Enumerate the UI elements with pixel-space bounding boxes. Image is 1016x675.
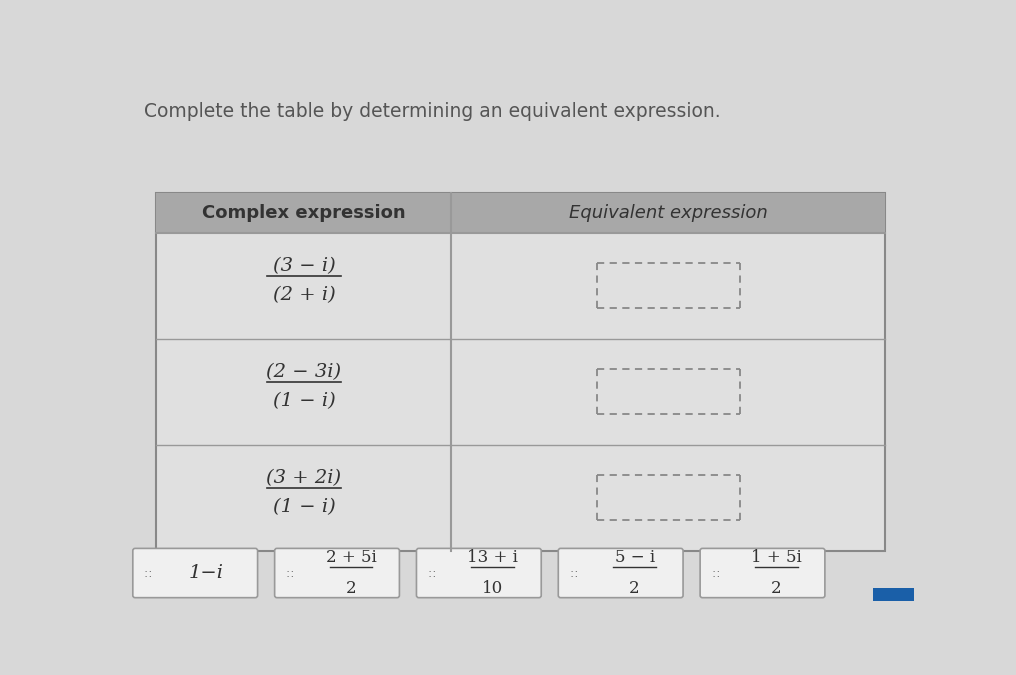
- FancyBboxPatch shape: [417, 548, 542, 597]
- FancyBboxPatch shape: [156, 192, 885, 551]
- Text: 10: 10: [483, 580, 503, 597]
- FancyBboxPatch shape: [451, 192, 885, 233]
- FancyBboxPatch shape: [700, 548, 825, 597]
- Text: 2: 2: [629, 580, 640, 597]
- Text: 1−i: 1−i: [189, 564, 224, 582]
- Text: 2: 2: [345, 580, 357, 597]
- Text: ::: ::: [428, 566, 441, 580]
- Text: (2 − 3i): (2 − 3i): [266, 363, 341, 381]
- FancyBboxPatch shape: [133, 548, 258, 597]
- Text: (3 + 2i): (3 + 2i): [266, 469, 341, 487]
- Text: 1 + 5i: 1 + 5i: [751, 549, 802, 566]
- FancyBboxPatch shape: [274, 548, 399, 597]
- Text: ::: ::: [570, 566, 582, 580]
- Text: (1 − i): (1 − i): [272, 392, 335, 410]
- FancyBboxPatch shape: [156, 192, 451, 233]
- Text: 2: 2: [771, 580, 781, 597]
- Text: ::: ::: [712, 566, 724, 580]
- Text: (3 − i): (3 − i): [272, 257, 335, 275]
- Text: Complex expression: Complex expression: [202, 204, 405, 221]
- Text: 13 + i: 13 + i: [467, 549, 518, 566]
- Text: Complete the table by determining an equivalent expression.: Complete the table by determining an equ…: [144, 102, 720, 121]
- FancyBboxPatch shape: [873, 589, 914, 601]
- Text: 2 + 5i: 2 + 5i: [325, 549, 376, 566]
- Text: Equivalent expression: Equivalent expression: [569, 204, 768, 221]
- Text: 5 − i: 5 − i: [615, 549, 654, 566]
- Text: ::: ::: [287, 566, 299, 580]
- Text: (2 + i): (2 + i): [272, 286, 335, 304]
- FancyBboxPatch shape: [558, 548, 683, 597]
- Text: (1 − i): (1 − i): [272, 497, 335, 516]
- Text: ::: ::: [144, 566, 156, 580]
